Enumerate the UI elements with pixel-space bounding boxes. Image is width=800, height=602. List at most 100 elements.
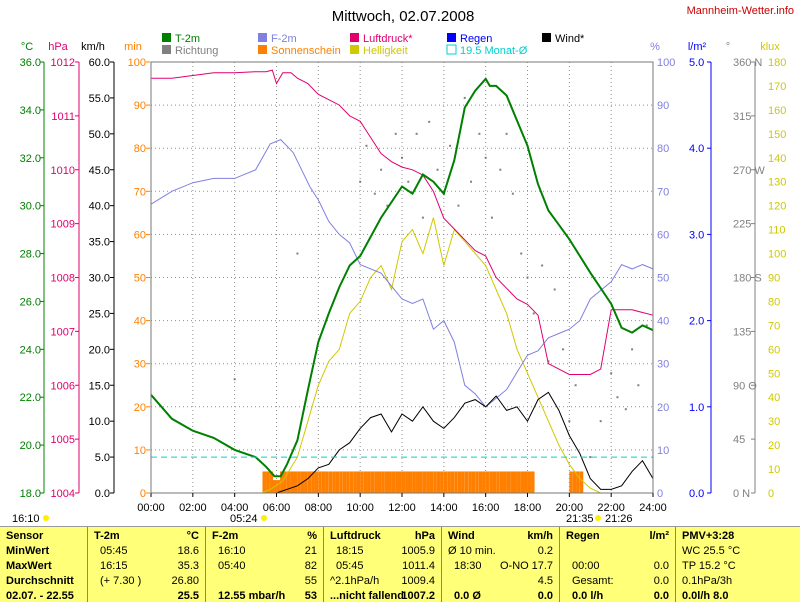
temp-tick-label: 18.0 [20, 488, 41, 500]
direction-point [616, 396, 619, 399]
pressure-tick-label: 1006 [51, 380, 75, 392]
direction-point [631, 348, 634, 351]
stats-wind-unit: km/h [527, 530, 553, 542]
sunshine-bar [286, 471, 291, 493]
x-tick-label: 24:00 [639, 502, 667, 514]
legend-swatch [162, 45, 171, 54]
sunshine-bar [464, 471, 469, 493]
wind-tick-label: 60.0 [89, 57, 110, 69]
legend-label: F-2m [271, 33, 297, 45]
sunshine-bar [412, 471, 416, 493]
brightness-tick-label: 170 [768, 81, 786, 93]
series-line-f2m [150, 139, 654, 408]
legend-label: Wind* [555, 33, 585, 45]
direction-point [511, 192, 514, 195]
legend-swatch [162, 33, 171, 42]
sunshine-bar [436, 471, 441, 493]
rain-tick-label: 4.0 [689, 143, 704, 155]
humidity-tick-label: 80 [657, 143, 669, 155]
direction-point [520, 252, 523, 255]
direction-point [499, 168, 502, 171]
humidity-tick-label: 100 [657, 57, 675, 69]
stats-value: 1005.9 [401, 545, 435, 557]
pressure-tick-label: 1004 [51, 488, 75, 500]
sunshine-bar [531, 471, 535, 493]
stats-temp-unit: °C [186, 530, 199, 542]
direction-point [415, 132, 418, 135]
sunshine-bar [370, 471, 375, 493]
legend-label: Richtung [175, 45, 218, 57]
x-tick-label: 22:00 [597, 502, 625, 514]
temp-tick-label: 24.0 [20, 344, 41, 356]
sunshine-bar [325, 471, 329, 493]
sunshine-bar [349, 471, 354, 493]
pressure-tick-label: 1005 [51, 434, 75, 446]
sunshine-bar [471, 471, 476, 493]
wind-tick-label: 10.0 [89, 416, 110, 428]
sunshine-bar [527, 471, 531, 493]
sunshine-bar [290, 471, 295, 493]
sunshine-bar [419, 471, 423, 493]
direction-point [449, 144, 452, 147]
sunshine-tick-label: 60 [134, 229, 146, 241]
stats-value: 21 [304, 545, 317, 557]
direction-tick-label: 180 S [733, 273, 762, 285]
stats-row-label: MinWert [6, 545, 50, 557]
direction-point [599, 420, 602, 423]
chart-title: Mittwoch, 02.07.2008 [332, 8, 475, 25]
stats-time: 16:10 [218, 545, 246, 557]
direction-point [490, 216, 493, 219]
sunshine-bar [520, 471, 525, 493]
sunshine-bar [342, 471, 347, 493]
temp-tick-label: 28.0 [20, 249, 41, 261]
sunshine-bar [266, 471, 270, 493]
sunshine-tick-label: 80 [134, 143, 146, 155]
sunshine-bar [576, 471, 580, 493]
wind-tick-label: 15.0 [89, 380, 110, 392]
sunshine-bar [429, 471, 434, 493]
direction-point [562, 348, 565, 351]
stats-time: 00:00 [572, 560, 600, 572]
now-time: 16:10 [12, 513, 40, 525]
stats-value: 82 [304, 560, 317, 572]
series-line-wind [151, 391, 654, 494]
stats-sensor-col: Sensor MinWert MaxWert Durchschnitt 02.0… [0, 527, 88, 602]
sunshine-bar [353, 471, 357, 493]
sunshine-bar [478, 471, 483, 493]
wind-tick-label: 20.0 [89, 344, 110, 356]
stats-value: 17.7 [531, 560, 553, 572]
x-tick-label: 18:00 [514, 502, 542, 514]
humidity-tick-label: 10 [657, 445, 669, 457]
sunshine-bar [398, 471, 402, 493]
stats-pmv-row: TP 15.2 °C [682, 560, 736, 572]
legend-label: T-2m [175, 33, 200, 45]
stats-pressure-unit: hPa [414, 530, 435, 542]
wind-tick-label: 40.0 [89, 201, 110, 213]
wind-tick-label: 45.0 [89, 165, 110, 177]
brightness-tick-label: 120 [768, 201, 786, 213]
brightness-tick-label: 140 [768, 153, 786, 165]
sunset-time: 21:35 [566, 513, 594, 525]
pressure-tick-label: 1011 [51, 111, 75, 123]
sunshine-tick-label: 30 [134, 359, 146, 371]
stats-pmv-header: PMV+3:28 [682, 530, 735, 542]
sunshine-bar [318, 471, 322, 493]
sunshine-bar [314, 471, 319, 493]
sunshine-bar [492, 471, 497, 493]
wind-tick-label: 5.0 [95, 452, 110, 464]
sunshine-bar [391, 471, 396, 493]
legend-swatch [446, 44, 457, 55]
sunshine-bar [387, 471, 392, 493]
series-line-luftdruck [151, 69, 654, 375]
sunshine-bar [374, 471, 378, 493]
stats-pressure-col: Luftdruck hPa 18:15 1005.9 05:45 1011.4 ^2.… [324, 527, 442, 602]
brightness-tick-label: 70 [768, 320, 780, 332]
sunshine-bar [579, 471, 584, 493]
x-tick-label: 14:00 [430, 502, 458, 514]
brightness-tick-label: 110 [768, 225, 786, 237]
brightness-tick-label: 20 [768, 440, 780, 452]
stats-panel: Sensor MinWert MaxWert Durchschnitt 02.0… [0, 526, 800, 602]
rain-tick-label: 2.0 [689, 316, 704, 328]
direction-tick-label: 360 N [733, 57, 762, 69]
stats-time: ^2.1hPa/h [330, 575, 380, 587]
